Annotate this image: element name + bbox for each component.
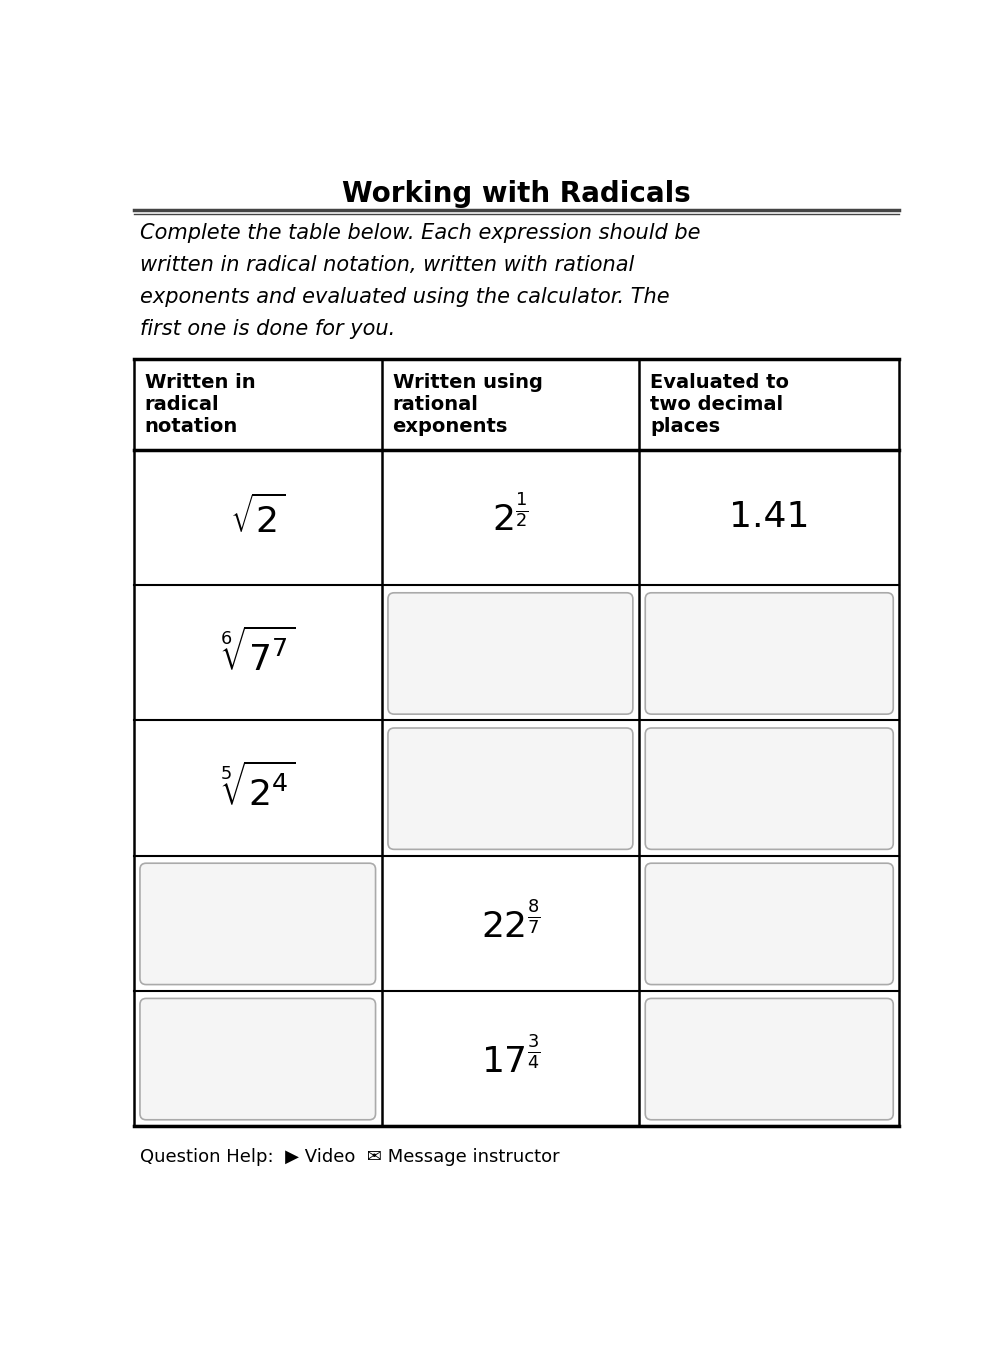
Text: $\sqrt[5]{2^4}$: $\sqrt[5]{2^4}$ xyxy=(220,763,295,813)
Text: $\sqrt{2}$: $\sqrt{2}$ xyxy=(230,496,285,539)
Text: Written using
rational
exponents: Written using rational exponents xyxy=(392,373,542,436)
FancyBboxPatch shape xyxy=(140,864,376,985)
Text: Complete the table below. Each expression should be
written in radical notation,: Complete the table below. Each expressio… xyxy=(140,223,701,339)
FancyBboxPatch shape xyxy=(388,729,633,850)
Text: 1.41: 1.41 xyxy=(729,500,809,534)
Bar xyxy=(134,360,899,1126)
FancyBboxPatch shape xyxy=(645,864,893,985)
Text: Working with Radicals: Working with Radicals xyxy=(343,180,690,208)
Text: Question Help:  ▶ Video  ✉ Message instructor: Question Help: ▶ Video ✉ Message instruc… xyxy=(140,1148,559,1166)
Text: $2^{\frac{1}{2}}$: $2^{\frac{1}{2}}$ xyxy=(492,496,529,538)
Text: $22^{\frac{8}{7}}$: $22^{\frac{8}{7}}$ xyxy=(481,902,540,944)
Text: Evaluated to
two decimal
places: Evaluated to two decimal places xyxy=(650,373,789,436)
FancyBboxPatch shape xyxy=(645,729,893,850)
Text: $\sqrt[6]{7^7}$: $\sqrt[6]{7^7}$ xyxy=(220,628,295,677)
FancyBboxPatch shape xyxy=(645,592,893,714)
Text: $17^{\frac{3}{4}}$: $17^{\frac{3}{4}}$ xyxy=(481,1036,540,1080)
FancyBboxPatch shape xyxy=(645,998,893,1120)
Text: Written in
radical
notation: Written in radical notation xyxy=(144,373,255,436)
FancyBboxPatch shape xyxy=(140,998,376,1120)
FancyBboxPatch shape xyxy=(388,592,633,714)
